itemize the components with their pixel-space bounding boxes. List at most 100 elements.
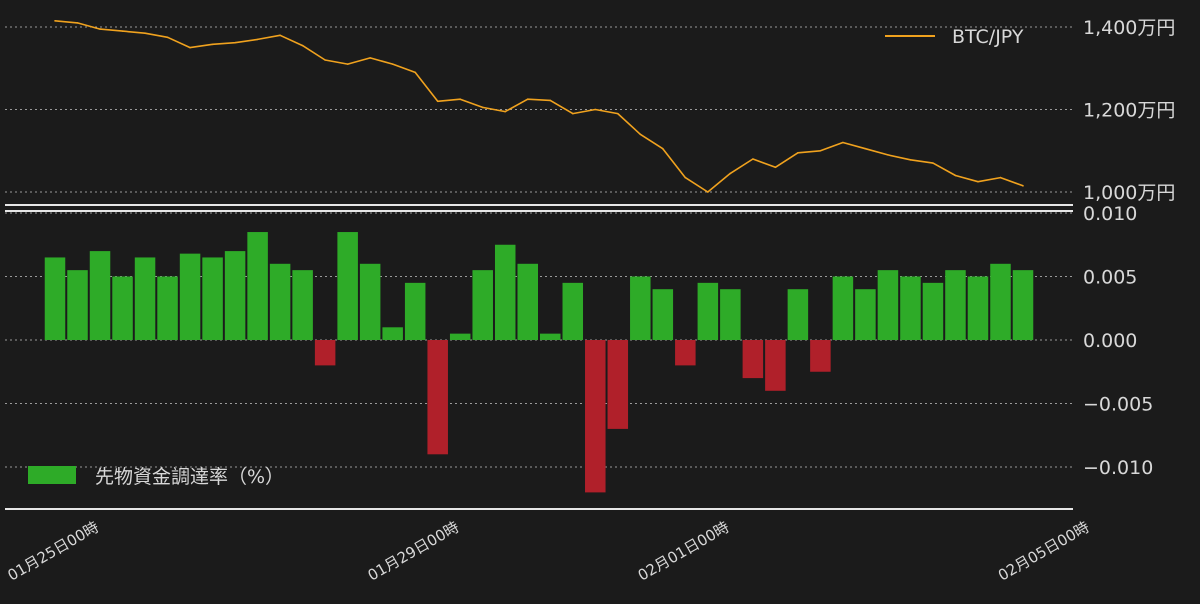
funding-bar xyxy=(67,270,88,340)
funding-bar xyxy=(1012,270,1034,340)
funding-bar xyxy=(427,340,448,455)
price-point xyxy=(301,44,304,47)
price-point xyxy=(684,176,687,179)
funding-bar xyxy=(359,263,381,340)
price-point xyxy=(932,162,934,164)
price-point xyxy=(459,98,462,100)
price-tick-label: 1,400万円 xyxy=(1083,17,1175,39)
funding-y-axis: −0.010 −0.005 0.000 0.005 0.010 xyxy=(1083,203,1153,479)
funding-bar xyxy=(517,263,538,340)
funding-tick-label: 0.000 xyxy=(1083,330,1137,352)
funding-bar xyxy=(945,270,966,340)
price-y-axis: 1,000万円 1,200万円 1,400万円 xyxy=(1083,17,1175,204)
funding-bar xyxy=(990,263,1011,340)
funding-bar xyxy=(720,289,741,340)
price-point xyxy=(481,106,484,109)
price-point xyxy=(76,22,79,24)
price-point xyxy=(391,63,394,65)
price-point xyxy=(774,166,777,169)
price-point xyxy=(909,159,912,161)
funding-bar xyxy=(765,340,786,391)
price-point xyxy=(121,30,124,32)
funding-bar xyxy=(314,340,336,366)
funding-bar xyxy=(585,340,606,493)
price-point xyxy=(639,133,642,136)
funding-bar xyxy=(742,340,764,379)
funding-bar xyxy=(157,276,178,340)
price-point xyxy=(549,99,552,102)
price-point xyxy=(436,100,439,103)
funding-bar xyxy=(44,257,66,340)
price-tick-label: 1,000万円 xyxy=(1083,182,1175,204)
price-point xyxy=(571,112,574,115)
funding-legend-label: 先物資金調達率（%） xyxy=(95,466,284,488)
price-point xyxy=(819,149,822,152)
price-point xyxy=(729,172,732,175)
funding-tick-label: −0.005 xyxy=(1083,394,1153,416)
price-point xyxy=(504,110,507,113)
funding-bar xyxy=(832,276,854,340)
funding-bar xyxy=(922,282,944,340)
funding-bar xyxy=(472,270,493,340)
funding-legend: 先物資金調達率（%） xyxy=(28,466,284,488)
price-line-layer xyxy=(54,20,1024,193)
funding-bar xyxy=(112,276,133,340)
price-point xyxy=(99,28,101,30)
price-point xyxy=(864,147,867,150)
price-point xyxy=(144,32,146,34)
funding-bar xyxy=(179,253,201,340)
price-point xyxy=(526,98,529,100)
funding-bars xyxy=(44,232,1034,493)
price-point xyxy=(887,154,889,156)
funding-bar xyxy=(855,289,876,340)
funding-bar xyxy=(967,276,989,340)
price-point xyxy=(842,141,844,144)
price-point xyxy=(324,59,326,61)
funding-bar xyxy=(562,282,584,340)
price-point xyxy=(346,63,349,65)
funding-bar xyxy=(675,340,696,366)
price-legend: BTC/JPY xyxy=(885,26,1024,48)
price-point xyxy=(279,34,281,37)
price-point xyxy=(616,112,619,115)
price-point xyxy=(999,176,1002,179)
price-point xyxy=(369,57,371,59)
funding-bar xyxy=(382,327,403,340)
funding-bar xyxy=(292,270,313,340)
funding-tick-label: −0.010 xyxy=(1083,457,1153,479)
funding-bar xyxy=(89,251,111,340)
funding-tick-label: 0.005 xyxy=(1083,267,1137,289)
price-legend-label: BTC/JPY xyxy=(952,26,1024,48)
price-point xyxy=(256,38,259,41)
funding-bar xyxy=(224,251,246,340)
funding-bar xyxy=(877,270,899,340)
funding-bar xyxy=(269,263,291,340)
price-point xyxy=(954,174,957,177)
funding-bar xyxy=(247,232,268,340)
funding-bar xyxy=(337,232,358,340)
price-point xyxy=(211,43,214,46)
funding-bar xyxy=(202,257,223,340)
funding-bar xyxy=(449,333,471,340)
price-point xyxy=(54,20,56,22)
price-tick-label: 1,200万円 xyxy=(1083,100,1175,122)
price-point xyxy=(594,108,597,111)
funding-bar xyxy=(630,276,651,340)
funding-bar xyxy=(494,244,516,340)
price-point xyxy=(189,46,191,49)
price-point xyxy=(414,71,416,74)
price-line xyxy=(54,20,1024,193)
price-point xyxy=(752,158,754,160)
funding-bar xyxy=(697,282,719,340)
price-point xyxy=(977,180,979,183)
funding-bar xyxy=(404,282,426,340)
funding-tick-label: 0.010 xyxy=(1083,203,1137,225)
price-point xyxy=(166,36,169,39)
price-point xyxy=(707,191,709,193)
funding-bar xyxy=(134,257,156,340)
funding-legend-swatch xyxy=(28,466,76,484)
funding-bar xyxy=(652,289,674,340)
funding-bar xyxy=(540,333,561,340)
